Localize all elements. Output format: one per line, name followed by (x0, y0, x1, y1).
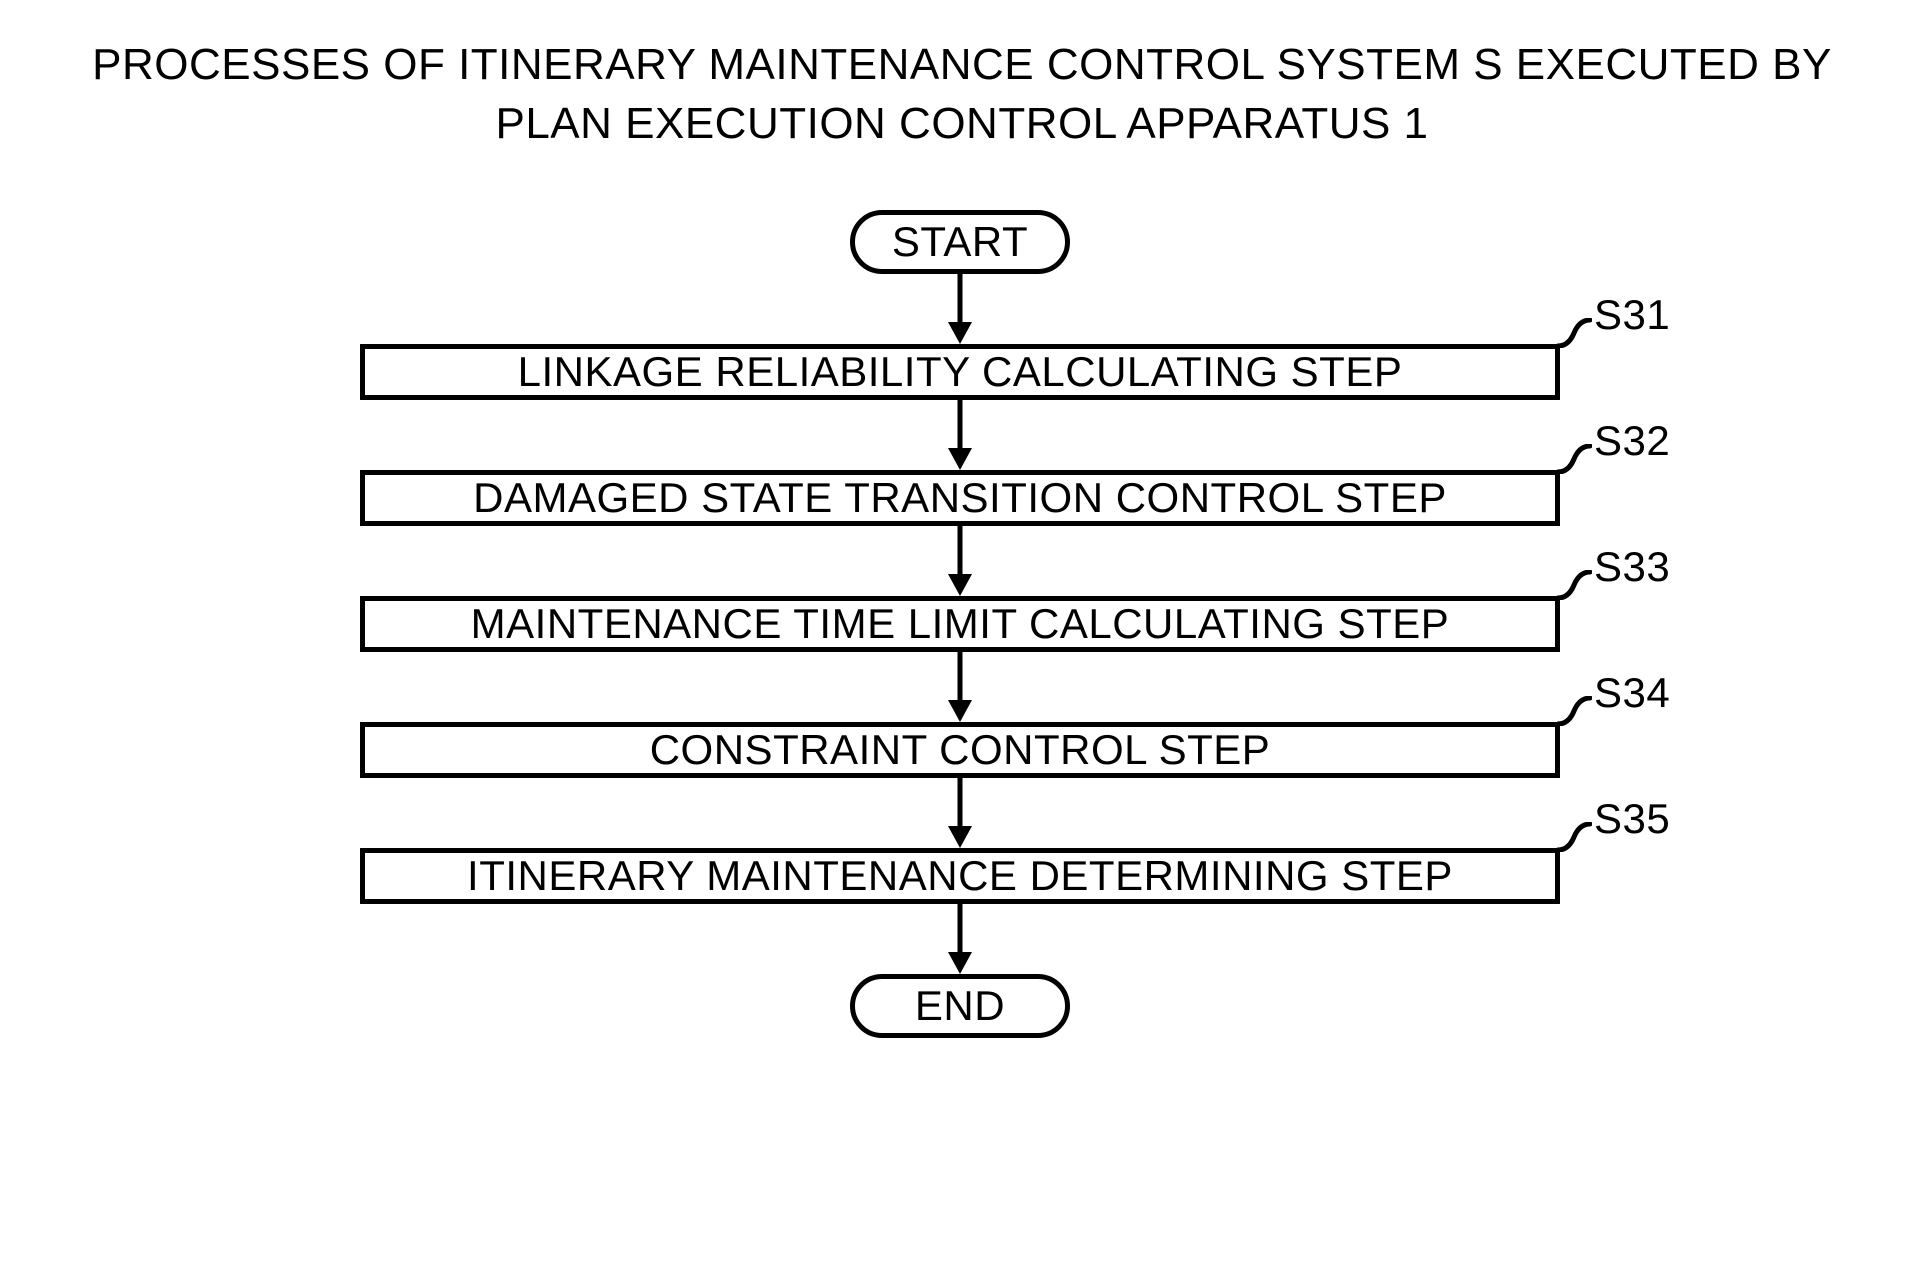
step-leader (1556, 570, 1592, 605)
process-step: CONSTRAINT CONTROL STEPS34 (0, 722, 1924, 778)
process-box: CONSTRAINT CONTROL STEP (360, 722, 1560, 778)
step-id-label: S31 (1594, 291, 1670, 339)
step-id-label: S34 (1594, 669, 1670, 717)
start-terminator: START (850, 210, 1070, 274)
process-step: MAINTENANCE TIME LIMIT CALCULATING STEPS… (0, 596, 1924, 652)
step-leader (1556, 822, 1592, 857)
diagram-title: PROCESSES OF ITINERARY MAINTENANCE CONTR… (0, 35, 1924, 154)
step-id-label: S33 (1594, 543, 1670, 591)
process-step: LINKAGE RELIABILITY CALCULATING STEPS31 (0, 344, 1924, 400)
process-box: LINKAGE RELIABILITY CALCULATING STEP (360, 344, 1560, 400)
process-box: MAINTENANCE TIME LIMIT CALCULATING STEP (360, 596, 1560, 652)
flowchart: START LINKAGE RELIABILITY CALCULATING STE… (0, 210, 1924, 1038)
flow-arrow (0, 904, 1924, 974)
end-terminator: END (850, 974, 1070, 1038)
step-id-label: S35 (1594, 795, 1670, 843)
process-box: DAMAGED STATE TRANSITION CONTROL STEP (360, 470, 1560, 526)
process-box: ITINERARY MAINTENANCE DETERMINING STEP (360, 848, 1560, 904)
process-step: ITINERARY MAINTENANCE DETERMINING STEPS3… (0, 848, 1924, 904)
step-leader (1556, 318, 1592, 353)
step-leader (1556, 444, 1592, 479)
process-step: DAMAGED STATE TRANSITION CONTROL STEPS32 (0, 470, 1924, 526)
step-leader (1556, 696, 1592, 731)
step-id-label: S32 (1594, 417, 1670, 465)
